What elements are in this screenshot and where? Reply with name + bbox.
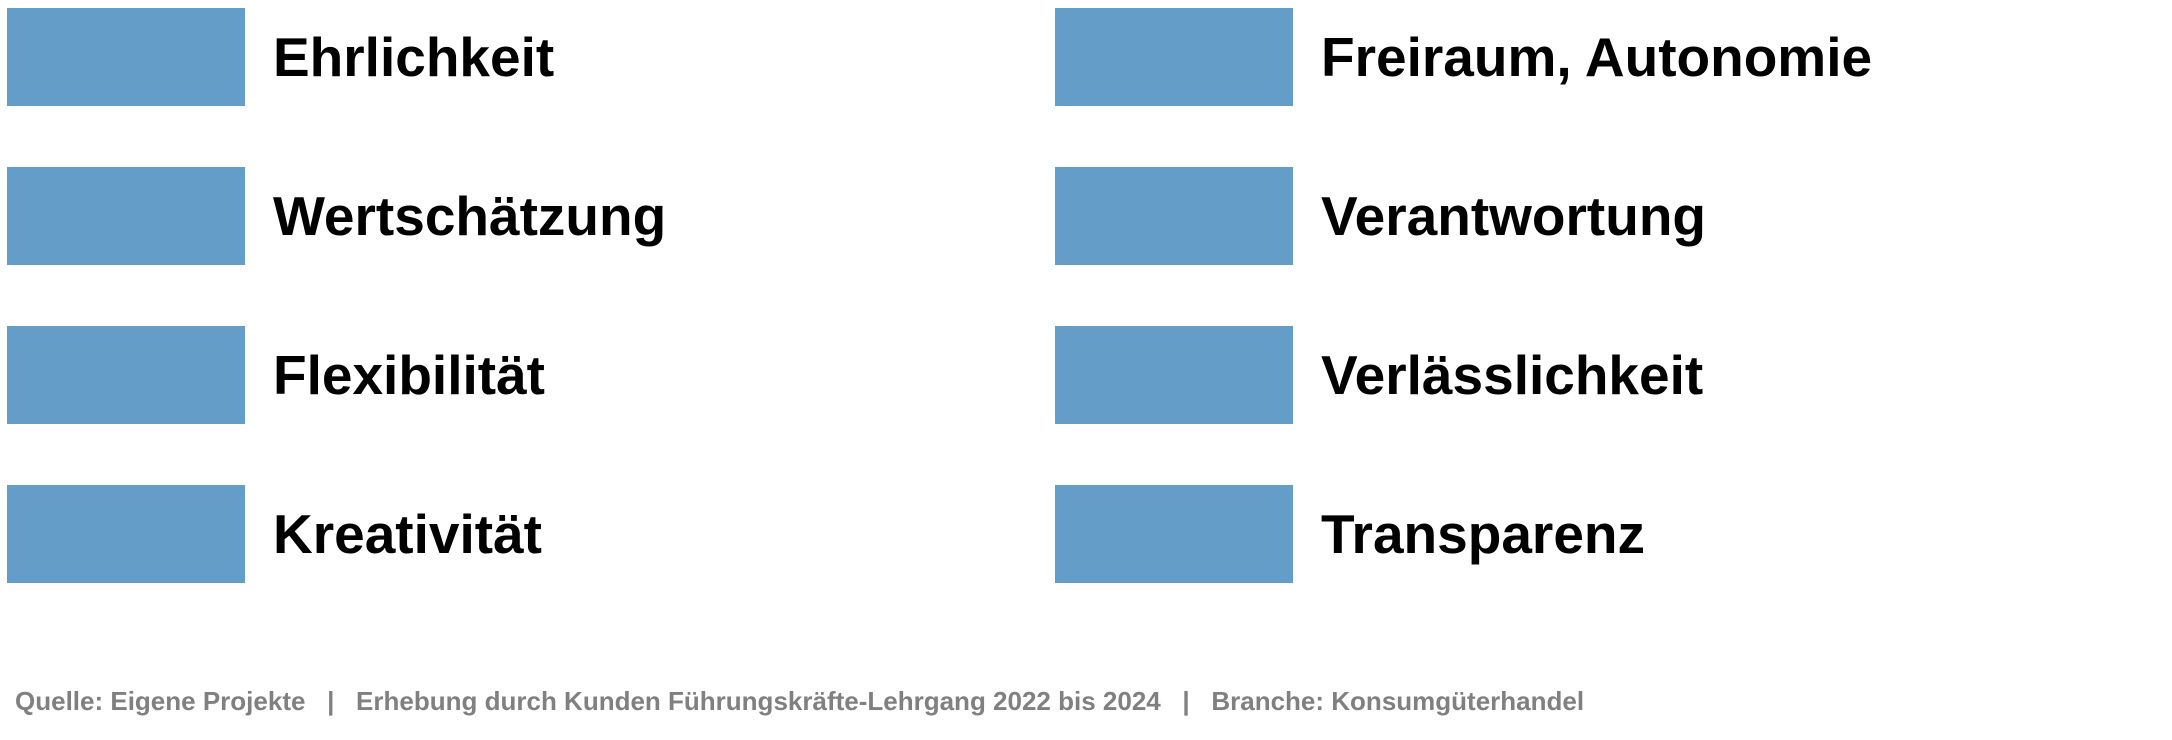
legend-swatch [1055,326,1293,424]
legend-swatch [7,8,245,106]
legend-swatch [1055,167,1293,265]
legend-label: Transparenz [1321,503,1646,565]
legend-label: Kreativität [273,503,542,565]
legend-swatch [7,326,245,424]
legend-swatch [7,485,245,583]
legend-swatch [1055,485,1293,583]
legend-label: Verlässlichkeit [1321,344,1704,406]
legend-swatch [7,167,245,265]
legend-label: Verantwortung [1321,185,1707,247]
legend-swatch [1055,8,1293,106]
legend-label: Wertschätzung [273,185,667,247]
legend-label: Freiraum, Autonomie [1321,26,1873,88]
legend-label: Ehrlichkeit [273,26,555,88]
footer: Quelle: Eigene Projekte | Erhebung durch… [15,686,1585,716]
legend-label: Flexibilität [273,344,545,406]
